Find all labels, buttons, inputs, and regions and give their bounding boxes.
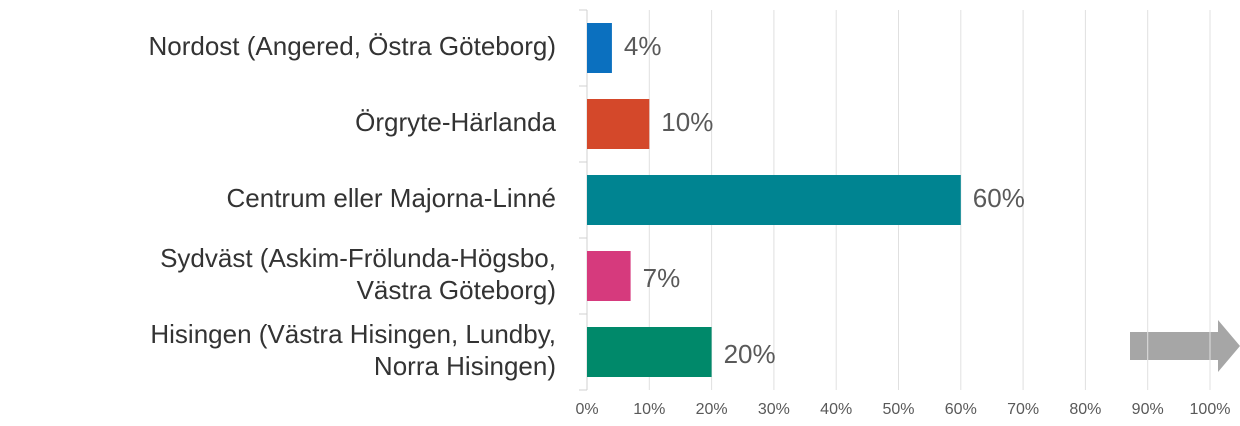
category-label: Västra Göteborg): [357, 275, 556, 305]
value-label: 7%: [643, 263, 681, 293]
bar: [587, 251, 631, 301]
x-tick-label: 50%: [882, 401, 914, 418]
value-label: 10%: [661, 107, 713, 137]
category-label: Örgryte-Härlanda: [355, 107, 556, 137]
x-tick-label: 10%: [633, 401, 665, 418]
value-label: 20%: [724, 339, 776, 369]
category-label: Norra Hisingen): [374, 351, 556, 381]
x-tick-label: 20%: [696, 401, 728, 418]
x-tick-label: 30%: [758, 401, 790, 418]
bar: [587, 175, 961, 225]
category-label: Sydväst (Askim-Frölunda-Högsbo,: [160, 243, 556, 273]
category-label: Centrum eller Majorna-Linné: [227, 183, 556, 213]
category-label: Nordost (Angered, Östra Göteborg): [148, 31, 556, 61]
x-tick-label: 90%: [1132, 401, 1164, 418]
x-tick-label: 0%: [575, 401, 598, 418]
x-tick-label: 80%: [1069, 401, 1101, 418]
category-label: Hisingen (Västra Hisingen, Lundby,: [150, 319, 556, 349]
bar: [587, 99, 650, 149]
x-tick-label: 60%: [945, 401, 977, 418]
value-label: 4%: [624, 31, 662, 61]
bar: [587, 327, 712, 377]
x-tick-label: 70%: [1007, 401, 1039, 418]
x-tick-label: 40%: [820, 401, 852, 418]
value-label: 60%: [973, 183, 1025, 213]
x-tick-label: 100%: [1190, 401, 1231, 418]
bar: [587, 23, 612, 73]
arrow-icon: [1130, 320, 1240, 372]
